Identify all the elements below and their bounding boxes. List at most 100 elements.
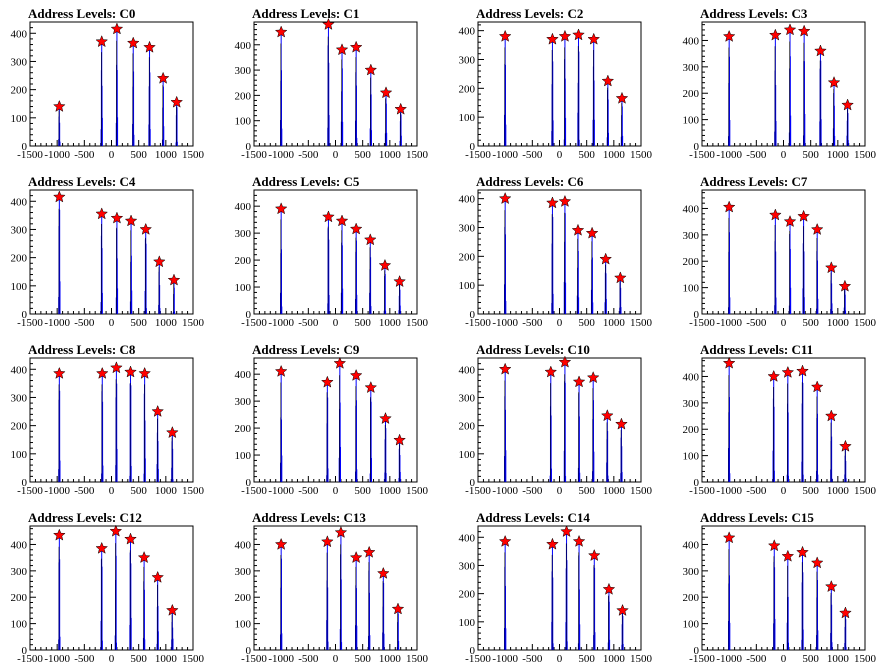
y-tick-label: 400 (683, 35, 700, 47)
x-tick-label: -500 (74, 317, 95, 329)
y-tick-label: 400 (11, 196, 28, 208)
panel-c11: Address Levels: C11 0 100 200 300 400 -1500 -10… (683, 342, 877, 497)
x-tick-label: -1500 (689, 485, 715, 497)
peak-marker (810, 222, 824, 235)
x-tick-label: 1000 (827, 317, 850, 329)
x-tick-label: 1500 (182, 653, 205, 665)
x-tick-label: 1000 (155, 485, 178, 497)
x-tick-label: 0 (781, 485, 787, 497)
peak-marker (363, 233, 377, 246)
y-tick-label: 300 (11, 56, 28, 68)
panel-c5: Address Levels: C5 0 100 200 300 400 -1500 -100… (235, 174, 429, 329)
peak-marker (335, 214, 349, 227)
y-tick-label: 100 (11, 281, 28, 293)
x-tick-label: 1500 (854, 653, 877, 665)
peak-marker (274, 364, 288, 377)
peak-marker (110, 361, 123, 374)
x-tick-label: -1000 (44, 653, 70, 665)
y-tick-label: 100 (235, 619, 252, 631)
peak-marker (143, 40, 156, 53)
peak-marker (722, 200, 736, 213)
y-tick-label: 300 (683, 566, 700, 578)
x-tick-label: 1000 (379, 317, 402, 329)
x-tick-label: 1500 (182, 485, 205, 497)
peak-marker (95, 366, 109, 379)
peak-marker (601, 74, 615, 87)
peak-marker (124, 532, 137, 545)
peak-marker (362, 545, 376, 558)
peak-marker (95, 35, 109, 48)
x-tick-label: 500 (578, 317, 595, 329)
peak-marker (322, 210, 335, 223)
x-tick-label: 1000 (603, 653, 626, 665)
y-tick-label: 100 (683, 451, 700, 463)
peak-marker (587, 548, 601, 562)
y-tick-label: 0 (694, 477, 700, 489)
peak-marker (615, 417, 628, 430)
panel-title: Address Levels: C2 (476, 6, 583, 21)
y-tick-label: 300 (11, 224, 28, 236)
peak-marker (599, 252, 613, 265)
peak-marker (781, 549, 795, 562)
y-tick-label: 0 (694, 141, 700, 153)
peak-marker (839, 606, 852, 619)
peak-marker (814, 44, 827, 57)
x-tick-label: 1500 (854, 317, 877, 329)
y-tick-label: 200 (683, 256, 700, 268)
y-tick-label: 200 (683, 424, 700, 436)
y-tick-label: 0 (470, 477, 476, 489)
peak-marker (376, 566, 390, 579)
peak-marker (110, 22, 124, 35)
peak-marker (320, 535, 334, 548)
peak-marker (110, 211, 124, 224)
peak-marker (379, 86, 393, 99)
y-tick-label: 300 (235, 566, 252, 578)
peak-marker (544, 365, 558, 378)
x-tick-label: -1500 (465, 485, 491, 497)
peak-marker (572, 28, 585, 41)
peak-marker (810, 380, 824, 393)
panel-title: Address Levels: C14 (476, 510, 590, 525)
plot-frame (29, 525, 194, 651)
y-tick-label: 100 (683, 283, 700, 295)
x-tick-label: 500 (578, 149, 595, 161)
x-tick-label: -1000 (716, 317, 742, 329)
y-tick-label: 300 (683, 62, 700, 74)
peak-marker (322, 17, 335, 30)
x-tick-label: 1000 (603, 485, 626, 497)
peak-marker (274, 25, 288, 38)
y-tick-label: 100 (235, 116, 252, 128)
plot-frame (253, 357, 418, 483)
x-tick-label: -500 (298, 317, 319, 329)
y-tick-label: 200 (235, 255, 252, 267)
peak-marker (796, 364, 809, 377)
x-tick-label: -1500 (689, 653, 715, 665)
peak-marker (560, 524, 573, 538)
peak-marker (124, 214, 138, 227)
panel-title: Address Levels: C8 (28, 342, 136, 357)
x-tick-label: 0 (109, 653, 115, 665)
x-tick-label: 0 (557, 149, 563, 161)
y-tick-label: 100 (11, 113, 28, 125)
x-tick-label: -500 (746, 485, 767, 497)
x-tick-label: -1000 (268, 149, 294, 161)
y-tick-label: 200 (459, 83, 476, 95)
x-tick-label: 500 (130, 149, 147, 161)
x-tick-label: -1000 (268, 317, 294, 329)
y-tick-label: 100 (683, 619, 700, 631)
peak-marker (824, 579, 838, 593)
peak-marker (613, 271, 627, 284)
panel-c6: Address Levels: C6 0 100 200 300 400 -1500 -100… (459, 174, 653, 329)
y-tick-label: 100 (459, 617, 476, 629)
x-tick-label: 500 (354, 149, 371, 161)
x-tick-label: 500 (802, 317, 819, 329)
peak-marker (783, 23, 797, 36)
y-tick-label: 100 (235, 282, 252, 294)
x-tick-label: 1000 (379, 485, 402, 497)
peak-marker (841, 98, 854, 111)
peak-marker (546, 196, 559, 209)
y-tick-label: 300 (235, 396, 252, 408)
peak-marker (152, 255, 166, 268)
peak-marker (378, 258, 392, 271)
y-tick-label: 0 (470, 141, 476, 153)
